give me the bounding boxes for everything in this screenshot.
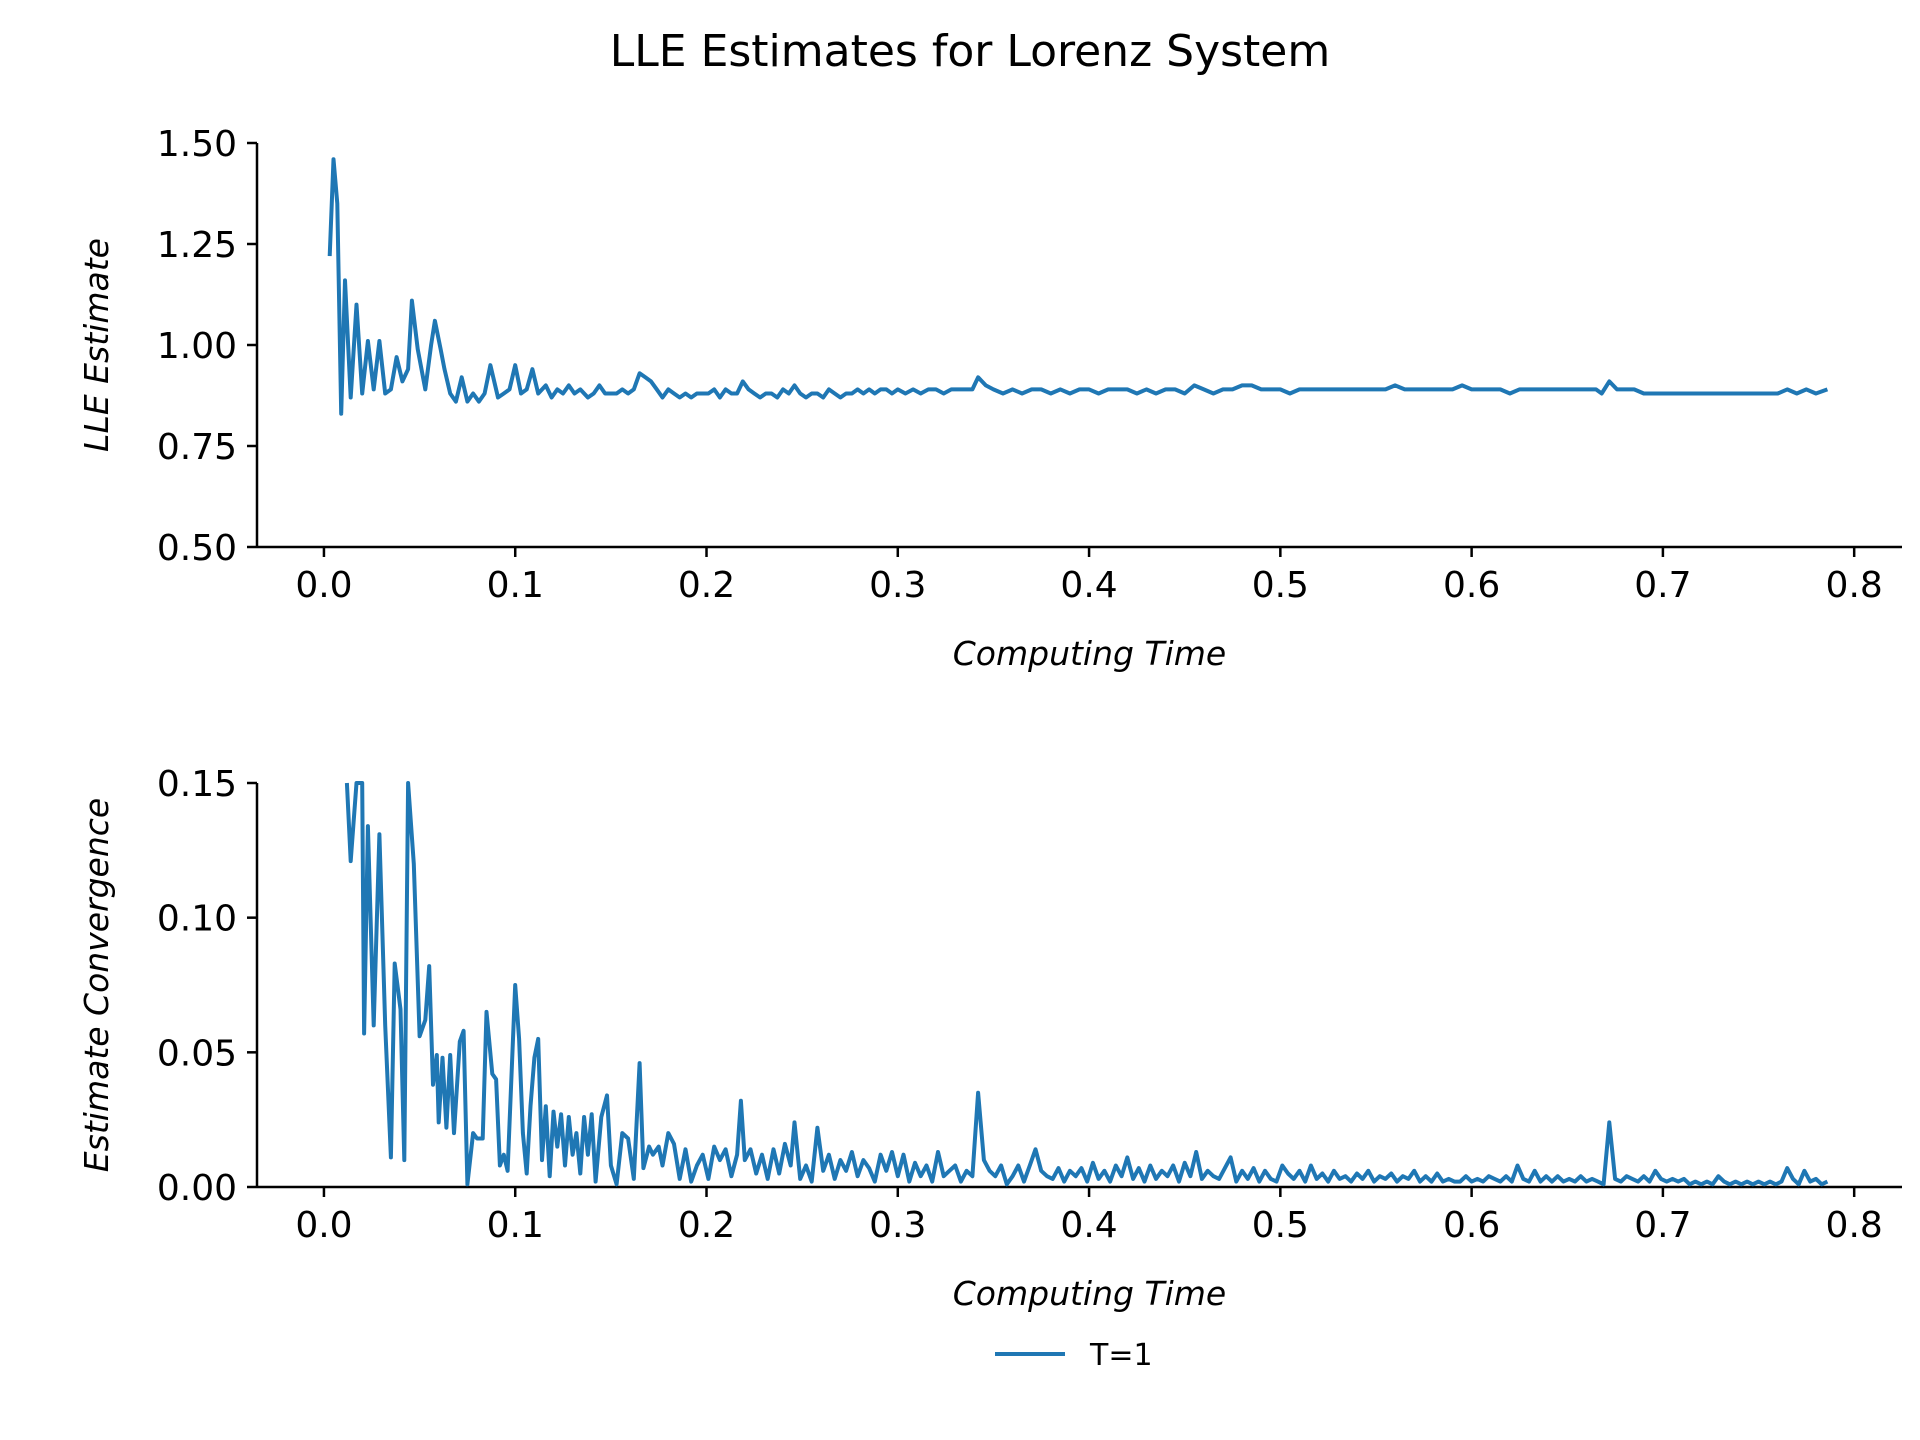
y-axis-label: LLE Estimate (77, 238, 116, 452)
x-tick-label: 0.1 (487, 1205, 544, 1246)
x-tick-label: 0.2 (678, 565, 735, 606)
x-tick-label: 0.8 (1826, 1205, 1883, 1246)
x-tick-label: 0.7 (1634, 565, 1691, 606)
x-tick-label: 0.0 (295, 565, 352, 606)
y-tick-label: 1.50 (157, 124, 237, 165)
x-tick-label: 0.7 (1634, 1205, 1691, 1246)
x-tick-label: 0.3 (869, 565, 926, 606)
y-tick-label: 0.10 (157, 899, 237, 940)
x-tick-label: 0.5 (1252, 565, 1309, 606)
chart-title: LLE Estimates for Lorenz System (610, 26, 1330, 77)
x-tick-label: 0.1 (487, 565, 544, 606)
x-axis-label: Computing Time (953, 634, 1226, 673)
y-tick-label: 0.05 (157, 1033, 237, 1074)
x-tick-label: 0.2 (678, 1205, 735, 1246)
legend-label: T=1 (1089, 1338, 1153, 1373)
x-tick-label: 0.8 (1826, 565, 1883, 606)
x-tick-label: 0.5 (1252, 1205, 1309, 1246)
x-tick-label: 0.4 (1060, 565, 1117, 606)
y-tick-label: 0.75 (157, 427, 237, 468)
y-tick-label: 1.25 (157, 225, 237, 266)
x-tick-label: 0.6 (1443, 1205, 1500, 1246)
x-tick-label: 0.6 (1443, 565, 1500, 606)
y-tick-label: 0.50 (157, 528, 237, 569)
x-tick-label: 0.3 (869, 1205, 926, 1246)
y-tick-label: 1.00 (157, 326, 237, 367)
series-line (327, 157, 1829, 416)
y-tick-label: 0.15 (157, 764, 237, 805)
x-axis-label: Computing Time (953, 1274, 1226, 1313)
x-tick-label: 0.0 (295, 1205, 352, 1246)
y-tick-label: 0.00 (157, 1168, 237, 1209)
x-tick-label: 0.4 (1060, 1205, 1117, 1246)
legend: T=1 (995, 1338, 1153, 1373)
panel-lle-estimate: 0.0 0.1 0.2 0.3 0.4 0.5 0.6 0.7 0.8 0.50 0.75 1.00 1… (77, 124, 1902, 673)
panel-estimate-convergence: 0.0 0.1 0.2 0.3 0.4 0.5 0.6 0.7 0.8 0.00 0.05 0.10 0… (77, 764, 1902, 1313)
series-line (344, 781, 1829, 1187)
y-axis-label: Estimate Convergence (77, 798, 116, 1172)
